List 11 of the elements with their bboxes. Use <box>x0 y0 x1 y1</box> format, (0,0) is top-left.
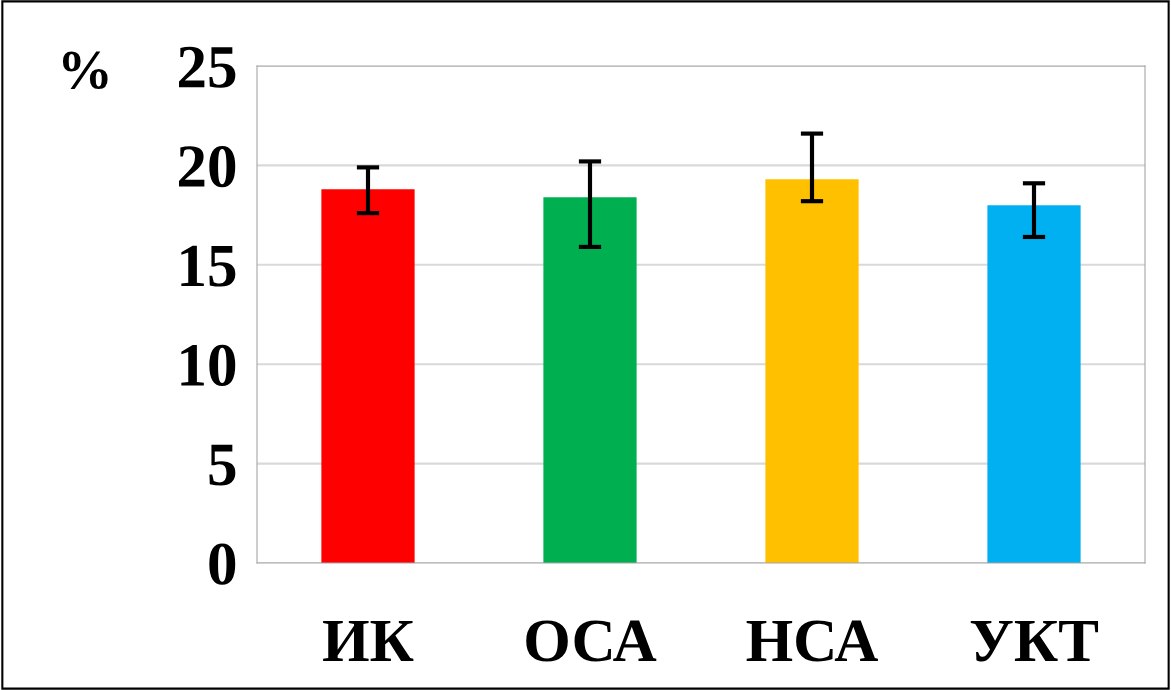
x-tick-label: ОСА <box>526 620 657 662</box>
y-tick-label: 5 <box>209 444 236 486</box>
y-tick-label: 0 <box>209 543 236 585</box>
y-axis-title: % <box>62 51 108 90</box>
x-tick-label: НСА <box>746 620 878 662</box>
x-tick-label: ИК <box>323 620 414 661</box>
y-tick-label: 10 <box>181 344 236 386</box>
x-tick-label: УКТ <box>970 620 1099 662</box>
y-tick-label: 20 <box>179 145 236 188</box>
y-tick-label: 25 <box>179 46 236 88</box>
y-tick-label: 15 <box>181 245 236 287</box>
